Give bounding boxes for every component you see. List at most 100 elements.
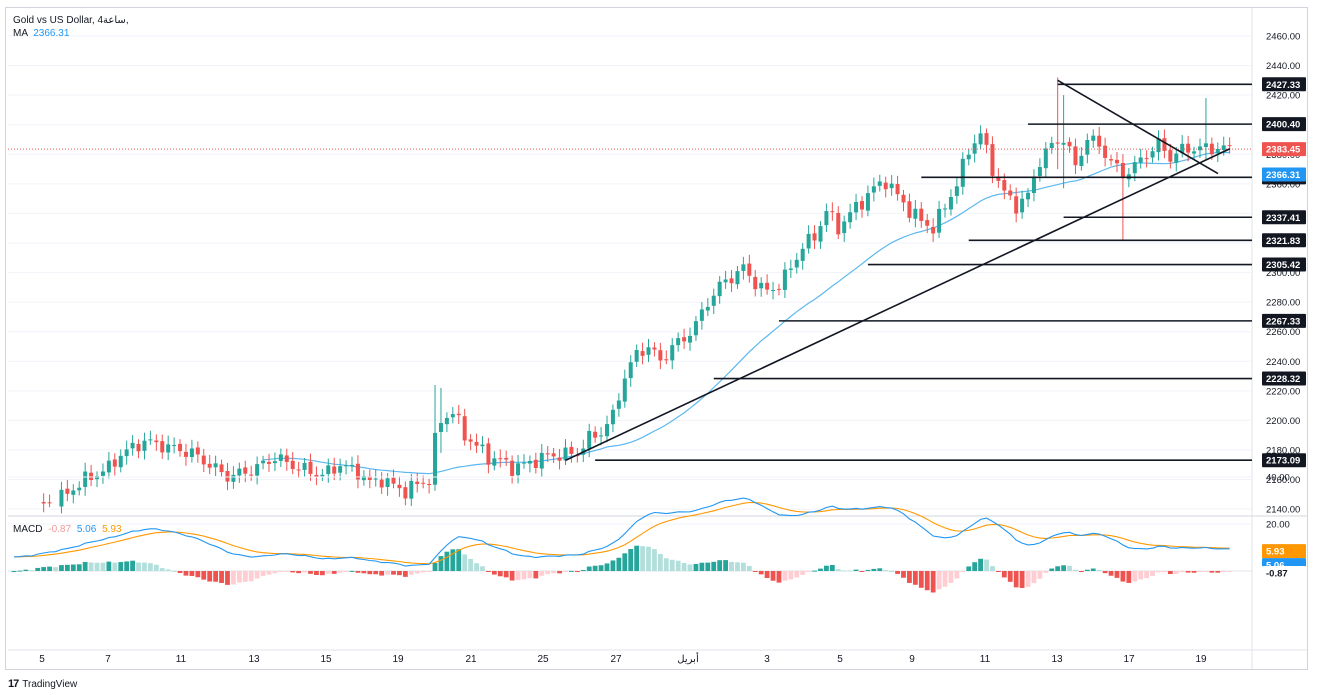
candle-body [59, 489, 64, 507]
macd-histogram-bar [883, 570, 889, 572]
candle-body [628, 362, 633, 379]
time-tick-label: 13 [1051, 654, 1063, 665]
macd-histogram-bar [995, 571, 1001, 572]
candle-body [284, 455, 289, 462]
candle-body [421, 482, 426, 484]
candle-body [889, 183, 894, 189]
macd-histogram-bar [942, 571, 948, 587]
candle-body [89, 472, 94, 480]
macd-histogram-bar [100, 562, 106, 571]
macd-histogram-bar [278, 571, 284, 572]
macd-histogram-bar [1049, 568, 1055, 571]
macd-histogram-bar [153, 564, 159, 571]
symbol-title: Gold vs US Dollar, 4ساعة, [13, 15, 129, 26]
candle-body [225, 471, 230, 482]
macd-histogram-bar [912, 571, 918, 585]
candle-body [403, 487, 408, 499]
time-tick-label: 5 [39, 654, 45, 665]
symbol-legend: Gold vs US Dollar, 4ساعة, [13, 14, 129, 27]
moving-average-line [263, 151, 1230, 475]
candle-body [1109, 159, 1114, 161]
candle-body [249, 474, 254, 476]
macd-histogram-bar [1025, 571, 1031, 587]
candle-body [1002, 180, 1007, 191]
candle-body [741, 264, 746, 271]
macd-histogram-bar [450, 549, 456, 571]
candle-body [326, 465, 331, 475]
macd-histogram-bar [468, 558, 474, 571]
candle-body [112, 459, 117, 467]
tradingview-logo-icon: 17 [8, 678, 19, 690]
macd-histogram-group [11, 545, 1233, 593]
candle-body [243, 467, 248, 474]
time-tick-label: 13 [248, 654, 260, 665]
candle-body [355, 463, 360, 480]
ma-value: 2366.31 [33, 28, 70, 39]
candle-body [350, 464, 355, 467]
candle-body [367, 476, 372, 480]
candle-body [670, 345, 675, 361]
macd-histogram-bar [527, 571, 533, 579]
tradingview-footer[interactable]: 17 TradingView [8, 678, 77, 690]
candle-body [818, 226, 823, 242]
candle-body [427, 484, 432, 486]
ma-badge-bg [1262, 167, 1306, 182]
time-tick-label: 15 [320, 654, 332, 665]
macd-histogram-bar [918, 571, 924, 588]
macd-histogram-bar [64, 564, 70, 571]
macd-histogram-bar [545, 571, 551, 575]
macd-histogram-bar [818, 568, 823, 571]
candle-body [676, 338, 681, 346]
time-tick-label: 17 [1123, 654, 1135, 665]
macd-histogram-bar [112, 562, 118, 571]
candle-body [468, 439, 473, 442]
macd-histogram-bar [76, 564, 82, 571]
candle-body [1162, 138, 1167, 151]
macd-legend: MACD -0.87 5.06 5.93 [13, 523, 122, 536]
candle-body [1049, 142, 1054, 149]
macd-histogram-bar [480, 566, 485, 571]
candle-body [1043, 148, 1048, 169]
macd-histogram-bar [960, 571, 966, 572]
candle-body [824, 211, 829, 226]
candle-body [100, 471, 105, 476]
candle-body [65, 488, 70, 494]
macd-histogram-bar [260, 571, 266, 576]
candle-body [95, 475, 100, 480]
macd-histogram-bar [729, 561, 734, 571]
macd-histogram-bar [592, 565, 598, 571]
macd-histogram-bar [325, 571, 331, 574]
macd-histogram-bar [1120, 571, 1126, 582]
macd-signal-badge-bg [1262, 544, 1306, 559]
price-tick-label: 2460.00 [1266, 32, 1300, 43]
candle-body [361, 476, 366, 481]
macd-tick-label: 20.00 [1266, 520, 1290, 531]
candle-body [255, 464, 260, 476]
macd-line-value: 5.06 [76, 524, 97, 535]
macd-histogram-bar [142, 562, 147, 571]
macd-histogram-bar [1191, 571, 1197, 573]
candle-body [557, 457, 562, 461]
macd-histogram-bar [373, 571, 379, 575]
macd-histogram-bar [693, 563, 699, 571]
macd-histogram-bar [859, 571, 865, 572]
macd-histogram-bar [159, 568, 165, 571]
candle-body [397, 484, 402, 489]
macd-histogram-bar [355, 571, 361, 573]
macd-histogram-bar [106, 561, 112, 571]
candle-body [551, 453, 556, 457]
macd-histogram-bar [634, 545, 640, 571]
candle-body [747, 263, 752, 276]
level-badge-bg [1262, 257, 1306, 272]
macd-histogram-bar [657, 553, 663, 571]
candle-body [776, 288, 781, 290]
candle-body [183, 451, 188, 457]
macd-histogram-bar [812, 570, 817, 572]
macd-histogram-bar [284, 571, 290, 572]
candle-body [765, 282, 770, 290]
macd-histogram-bar [1203, 571, 1209, 572]
macd-histogram-bar [53, 567, 58, 571]
candle-body [450, 414, 455, 418]
macd-histogram-bar [1132, 571, 1138, 582]
